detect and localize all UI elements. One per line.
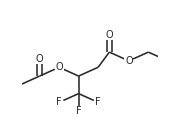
- Text: F: F: [76, 106, 81, 116]
- Text: O: O: [106, 30, 113, 40]
- Text: F: F: [56, 97, 62, 107]
- Text: O: O: [55, 62, 63, 72]
- Text: O: O: [36, 54, 43, 63]
- Text: F: F: [95, 97, 101, 107]
- Text: O: O: [125, 56, 133, 66]
